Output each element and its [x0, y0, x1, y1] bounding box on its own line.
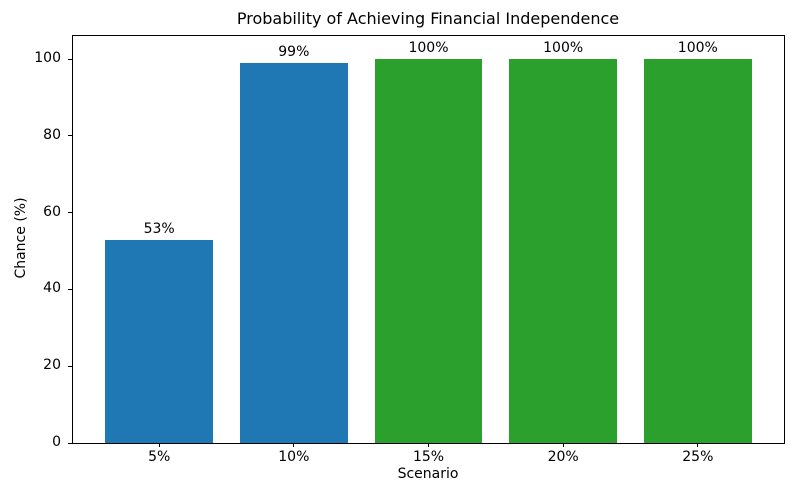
y-tick-mark: [68, 442, 72, 444]
bar: [643, 59, 752, 443]
bar-value-label: 100%: [408, 40, 449, 57]
y-tick-mark: [68, 58, 72, 60]
x-tick-label: 20%: [547, 449, 579, 465]
x-tick-mark: [293, 443, 295, 447]
y-tick-label: 0: [52, 434, 61, 450]
bar-value-label: 99%: [278, 43, 310, 60]
chart-title: Probability of Achieving Financial Indep…: [236, 9, 620, 28]
bar: [509, 59, 617, 443]
bar-value-label: 100%: [677, 40, 718, 57]
y-tick-mark: [68, 135, 72, 137]
x-tick-mark: [158, 443, 160, 447]
x-axis-label: Scenario: [397, 466, 459, 482]
x-tick-label: 10%: [278, 449, 310, 465]
bar: [105, 239, 214, 443]
x-tick-label: 25%: [682, 449, 714, 465]
y-tick-mark: [68, 212, 72, 214]
bar-value-label: 100%: [543, 40, 584, 57]
bar: [374, 59, 483, 443]
y-tick-label: 80: [43, 126, 61, 143]
y-tick-label: 60: [43, 203, 61, 220]
plot-area: 0 20 40 60 80 100 53% 5% 99% 10% 100% 15% 100% 20% 100…: [34, 35, 785, 465]
x-tick-label: 5%: [148, 449, 171, 465]
y-tick-mark: [68, 288, 72, 290]
y-tick-label: 20: [43, 357, 61, 374]
x-tick-mark: [697, 443, 699, 447]
x-tick-mark: [562, 443, 564, 447]
y-tick-mark: [68, 365, 72, 367]
y-tick-label: 40: [43, 280, 61, 297]
bar-value-label: 53%: [143, 220, 175, 237]
y-tick-label: 100: [34, 50, 61, 67]
x-tick-label: 15%: [412, 449, 445, 465]
x-tick-mark: [428, 443, 429, 447]
bar: [239, 62, 348, 443]
